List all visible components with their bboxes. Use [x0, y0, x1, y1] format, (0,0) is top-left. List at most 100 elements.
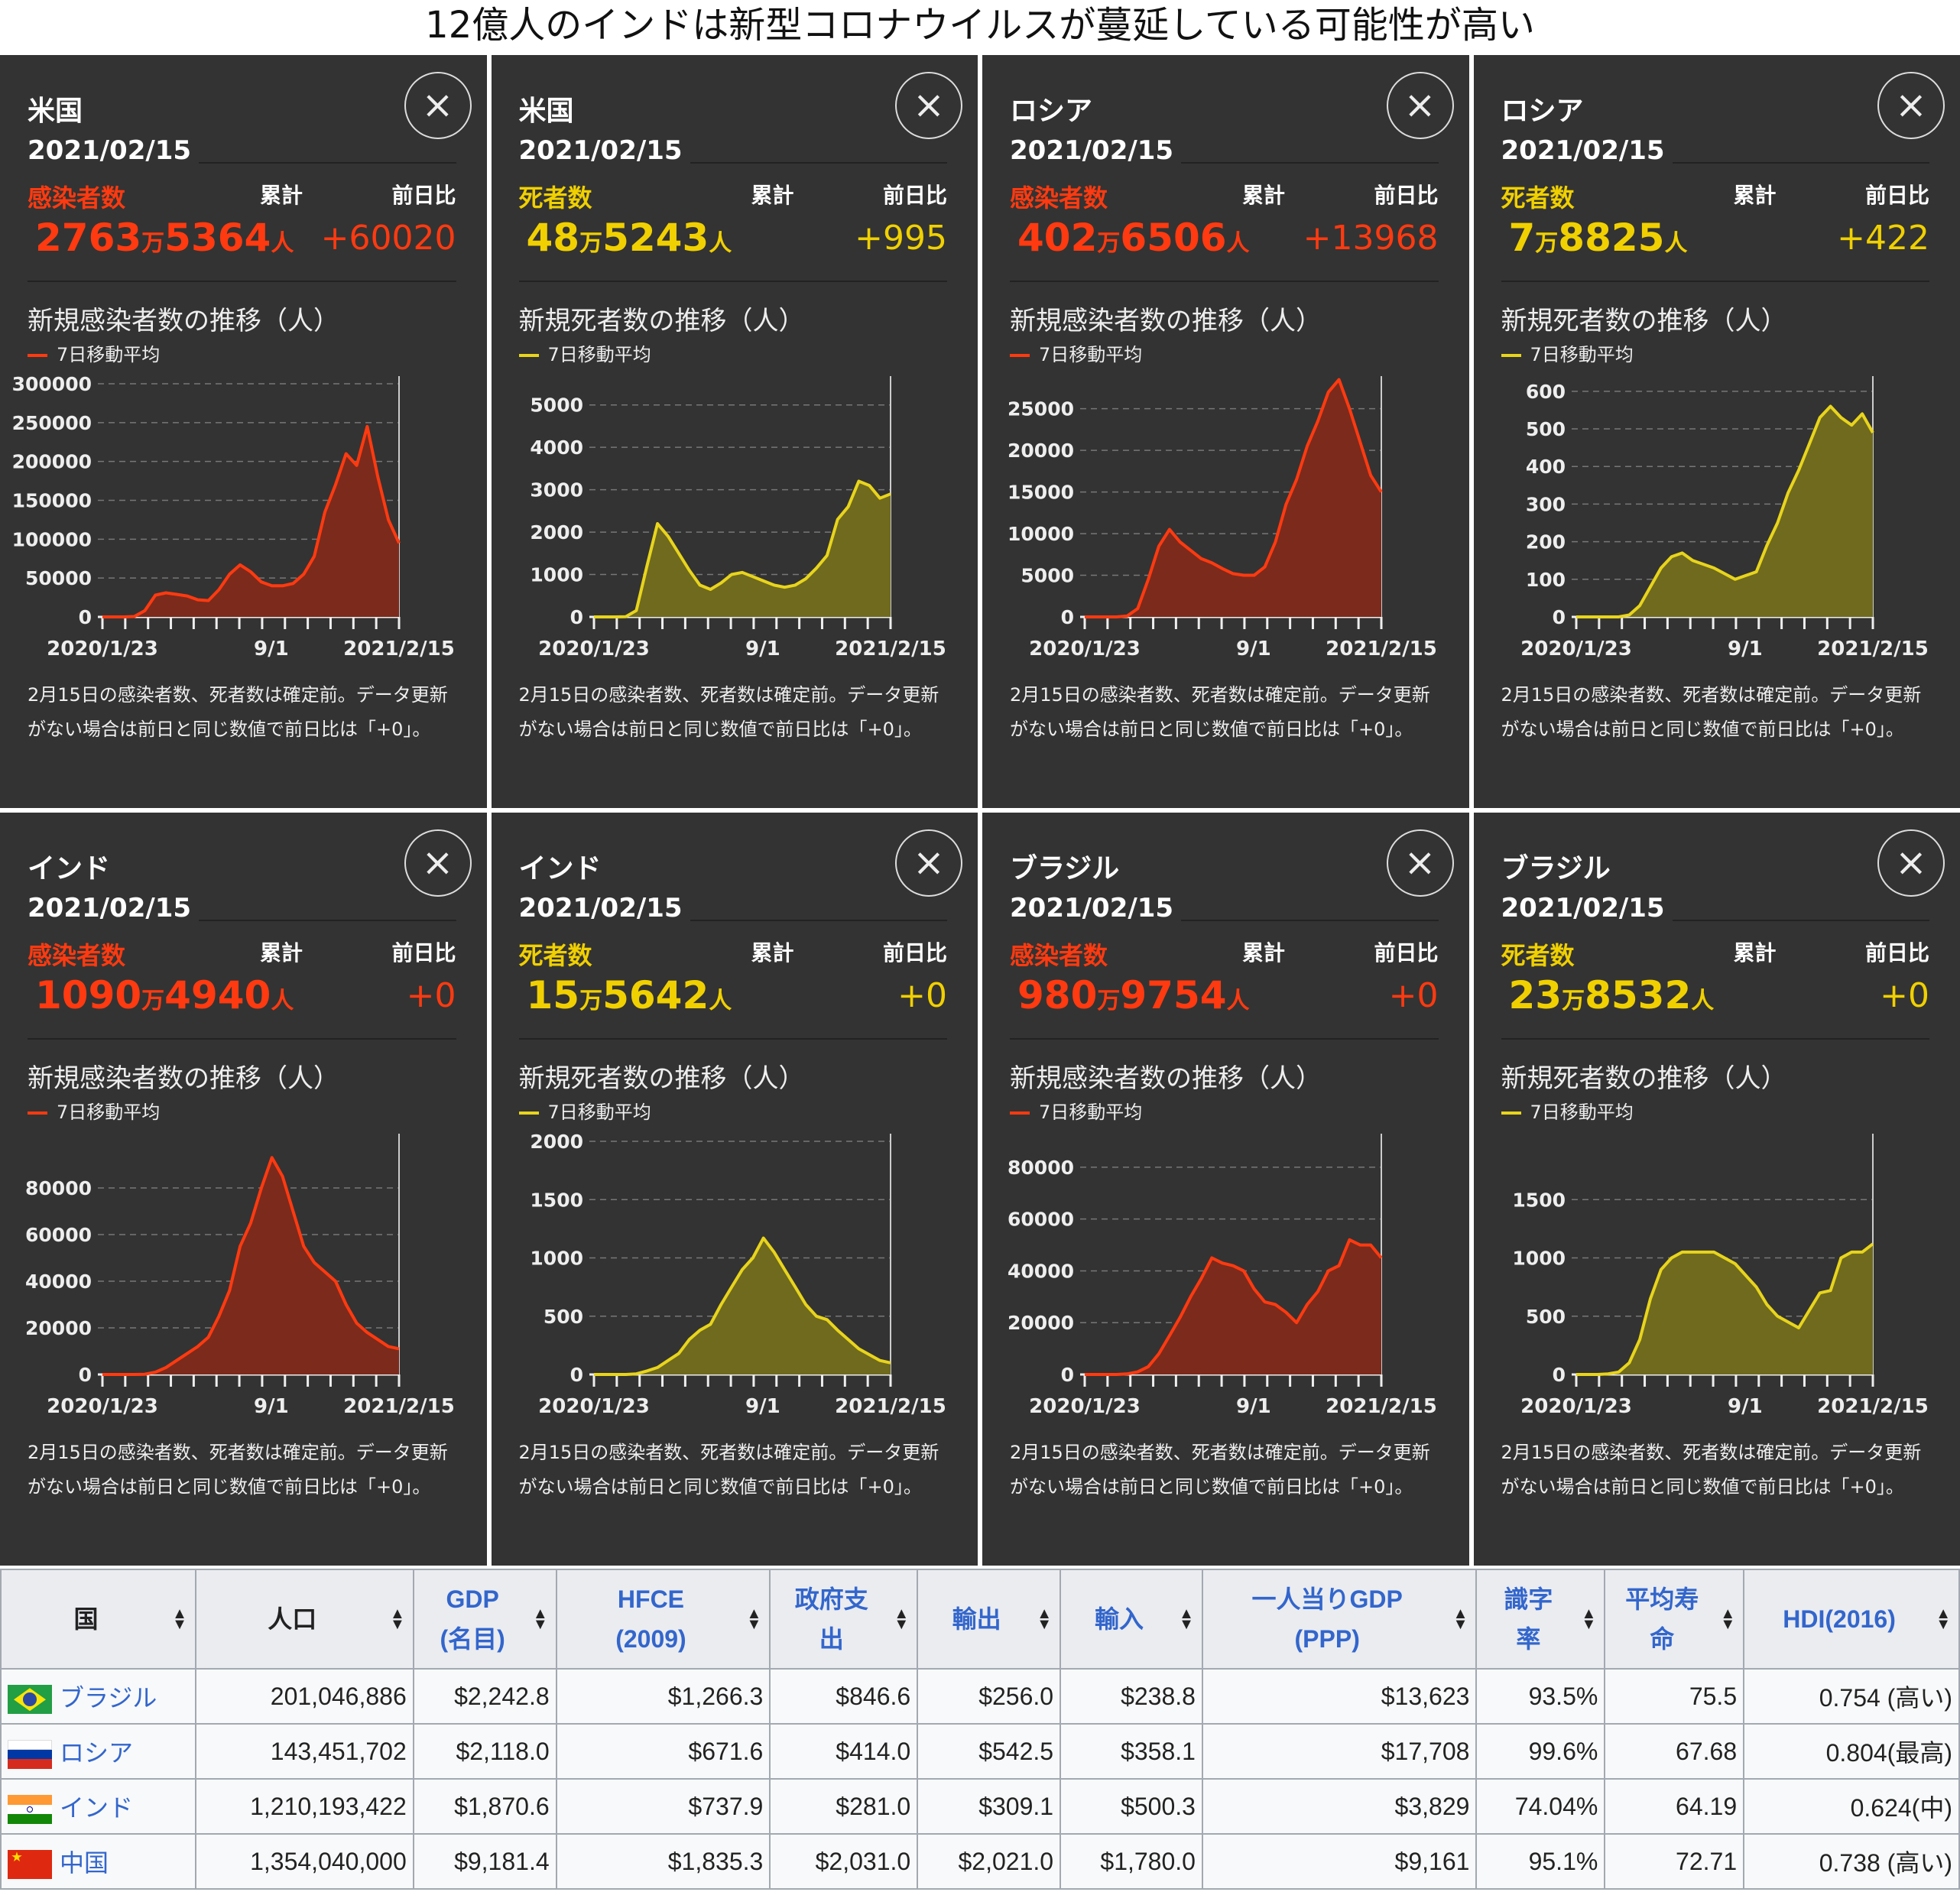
- sort-icon[interactable]: ▲ ▼: [1936, 1605, 1951, 1633]
- y-tick-label: 4000: [530, 436, 583, 459]
- total-rest: 8532: [1585, 973, 1692, 1017]
- divider: [518, 1038, 947, 1040]
- panel-cases: ロシア 2021/02/15 × 感染者数 累計 前日比 402万6506人 +…: [982, 55, 1469, 808]
- x-tick-label: 2020/1/23: [47, 1395, 158, 1418]
- divider: [1672, 920, 1929, 921]
- sort-icon[interactable]: ▲ ▼: [1179, 1605, 1194, 1633]
- close-icon[interactable]: ×: [1877, 72, 1945, 139]
- close-icon[interactable]: ×: [404, 72, 472, 139]
- trend-chart: 0 100 200 300 400 500 600 2020/1/23 9/1 2021/2/15: [1520, 376, 1928, 660]
- divider: [1672, 162, 1929, 164]
- column-header[interactable]: 一人当りGDP (PPP) ▲ ▼: [1201, 1569, 1478, 1670]
- column-header[interactable]: HFCE (2009) ▲ ▼: [555, 1569, 771, 1670]
- panel-cases: ブラジル 2021/02/15 × 感染者数 累計 前日比 980万9754人 …: [982, 813, 1469, 1566]
- table-cell: $1,266.3: [555, 1668, 771, 1725]
- panel-deaths: ブラジル 2021/02/15 × 死者数 累計 前日比 23万8532人 +0…: [1473, 813, 1960, 1566]
- header-label: 平均寿 命: [1625, 1585, 1699, 1653]
- table-cell: 72.71: [1604, 1833, 1745, 1890]
- sort-icon[interactable]: ▲ ▼: [172, 1605, 187, 1633]
- y-tick-label: 1000: [530, 564, 583, 586]
- y-tick-label: 1000: [1512, 1248, 1566, 1270]
- y-tick-label: 1000: [530, 1248, 583, 1270]
- man-unit: 万: [579, 988, 603, 1014]
- man-unit: 万: [1535, 230, 1559, 257]
- country-name[interactable]: インド: [60, 1793, 134, 1822]
- person-unit: 人: [709, 988, 732, 1014]
- column-header[interactable]: 人口 ▲ ▼: [194, 1569, 414, 1670]
- country-name[interactable]: ロシア: [60, 1738, 134, 1767]
- table-cell: $671.6: [555, 1723, 771, 1780]
- column-header[interactable]: 輸出 ▲ ▼: [917, 1569, 1062, 1670]
- footnote: 2月15日の感染者数、死者数は確定前。データ更新がない場合は前日と同じ数値で前日…: [1501, 1442, 1922, 1498]
- country-name[interactable]: 中国: [60, 1848, 109, 1877]
- divider: [1501, 281, 1929, 282]
- close-icon[interactable]: ×: [1386, 72, 1454, 139]
- sort-icon[interactable]: ▲ ▼: [1452, 1605, 1468, 1633]
- column-header[interactable]: 平均寿 命 ▲ ▼: [1604, 1569, 1745, 1670]
- sort-icon[interactable]: ▲ ▼: [1720, 1605, 1736, 1633]
- footnote: 2月15日の感染者数、死者数は確定前。データ更新がない場合は前日と同じ数値で前日…: [28, 684, 448, 740]
- y-tick-label: 20000: [25, 1317, 92, 1339]
- column-header[interactable]: HDI(2016) ▲ ▼: [1743, 1569, 1960, 1670]
- sort-icon[interactable]: ▲ ▼: [532, 1605, 548, 1633]
- column-header[interactable]: GDP (名目) ▲ ▼: [412, 1569, 557, 1670]
- legend-label: 7日移動平均: [1530, 344, 1634, 365]
- page-title: 12億人のインドは新型コロナウイルスが蔓延している可能性が高い: [425, 4, 1535, 47]
- total-rest: 8825: [1558, 216, 1665, 260]
- y-tick-label: 15000: [1008, 482, 1074, 504]
- total-rest: 9754: [1120, 973, 1227, 1017]
- total-rest: 5243: [602, 216, 709, 260]
- table-cell: 99.6%: [1475, 1723, 1606, 1780]
- column-header[interactable]: 識字 率 ▲ ▼: [1475, 1569, 1606, 1670]
- y-tick-label: 20000: [1008, 440, 1074, 462]
- table-cell: $737.9: [555, 1778, 771, 1835]
- man-unit: 万: [1097, 988, 1121, 1014]
- sort-icon[interactable]: ▲ ▼: [1037, 1605, 1053, 1633]
- y-tick-label: 40000: [25, 1271, 92, 1293]
- column-header[interactable]: 国 ▲ ▼: [0, 1569, 196, 1670]
- close-icon[interactable]: ×: [1386, 829, 1454, 897]
- x-tick-label: 2021/2/15: [343, 1395, 455, 1418]
- country-link[interactable]: ブラジル: [0, 1668, 196, 1725]
- area-fill: [102, 426, 399, 617]
- divider: [1010, 281, 1439, 282]
- x-tick-label: 9/1: [1236, 638, 1271, 660]
- close-icon[interactable]: ×: [895, 829, 962, 897]
- table-cell: $9,181.4: [412, 1833, 557, 1890]
- legend-label: 7日移動平均: [57, 1102, 161, 1123]
- table-cell: $309.1: [917, 1778, 1062, 1835]
- header-label: GDP (名目): [440, 1585, 505, 1653]
- y-tick-label: 80000: [25, 1177, 92, 1199]
- country-name[interactable]: ブラジル: [60, 1683, 157, 1712]
- legend-label: 7日移動平均: [57, 344, 161, 365]
- man-unit: 万: [141, 988, 165, 1014]
- close-icon[interactable]: ×: [404, 829, 472, 897]
- x-tick-label: 2020/1/23: [538, 1395, 650, 1418]
- country-link[interactable]: インド: [0, 1778, 196, 1835]
- cumulative-label: 累計: [1242, 940, 1286, 965]
- divider: [690, 162, 947, 164]
- column-header[interactable]: 政府支 出 ▲ ▼: [769, 1569, 919, 1670]
- sort-icon[interactable]: ▲ ▼: [894, 1605, 910, 1633]
- table-cell: 1,210,193,422: [194, 1778, 414, 1835]
- cumulative-label: 累計: [260, 183, 303, 208]
- y-tick-label: 10000: [1008, 523, 1074, 545]
- x-tick-label: 9/1: [1728, 638, 1763, 660]
- sort-icon[interactable]: ▲ ▼: [746, 1605, 762, 1633]
- series-line-7day-average: [102, 1156, 400, 1376]
- table-row: 中国 1,354,040,000 $9,181.4 $1,835.3 $2,031.0 $…: [0, 1833, 1960, 1890]
- close-icon[interactable]: ×: [1877, 829, 1945, 897]
- column-header[interactable]: 輸入 ▲ ▼: [1060, 1569, 1203, 1670]
- sort-icon[interactable]: ▲ ▼: [389, 1605, 405, 1633]
- country-link[interactable]: ロシア: [0, 1723, 196, 1780]
- close-icon[interactable]: ×: [895, 72, 962, 139]
- divider: [1501, 1038, 1929, 1040]
- sort-icon[interactable]: ▲ ▼: [1581, 1605, 1597, 1633]
- series-line-7day-average: [102, 424, 401, 618]
- y-tick-label: 100000: [12, 528, 92, 550]
- country-link[interactable]: 中国: [0, 1833, 196, 1890]
- table-cell: $2,031.0: [769, 1833, 919, 1890]
- x-tick-label: 9/1: [745, 1395, 780, 1418]
- table-cell: 95.1%: [1475, 1833, 1606, 1890]
- date: 2021/02/15: [28, 135, 192, 166]
